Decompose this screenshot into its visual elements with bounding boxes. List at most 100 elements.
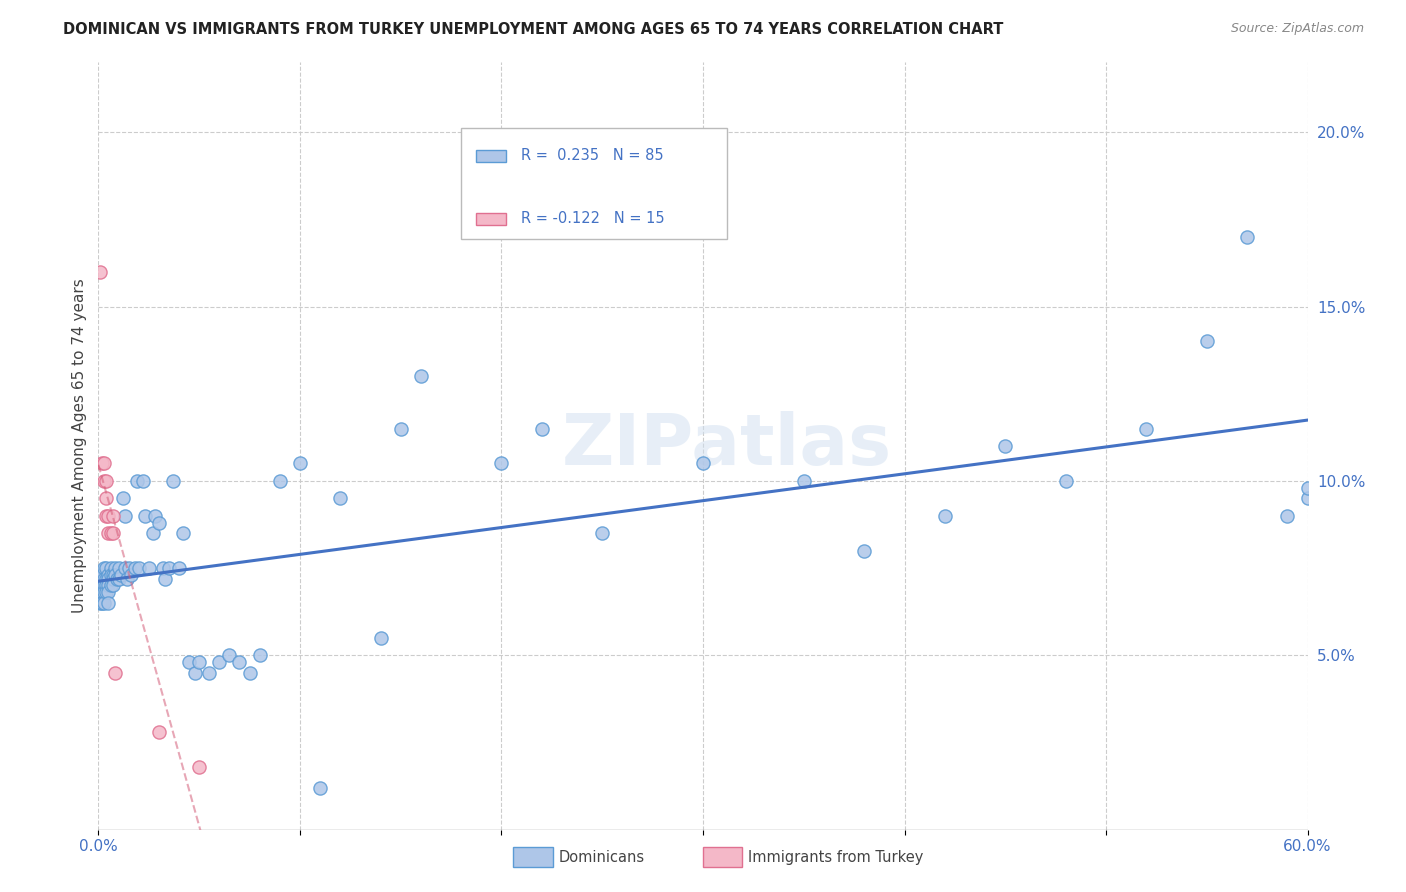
Point [218, 648, 240, 663]
Point [107, 572, 129, 586]
Point [228, 655, 250, 669]
Point [97, 585, 120, 599]
Point [188, 760, 211, 774]
Text: R =  0.235   N = 85: R = 0.235 N = 85 [520, 148, 664, 163]
Point [188, 655, 211, 669]
Point [157, 561, 180, 575]
Point [101, 578, 124, 592]
Text: R = -0.122   N = 15: R = -0.122 N = 15 [520, 211, 664, 227]
Point [118, 561, 141, 575]
Point [101, 526, 124, 541]
Point [97, 572, 120, 586]
Point [101, 508, 124, 523]
Point [114, 561, 136, 575]
Point [172, 526, 194, 541]
Point [1135, 421, 1157, 435]
FancyBboxPatch shape [475, 212, 506, 225]
Point [153, 572, 176, 586]
Point [309, 780, 332, 795]
Point [115, 572, 138, 586]
Point [692, 457, 714, 471]
Point [148, 516, 170, 530]
Point [100, 561, 122, 575]
Point [208, 655, 231, 669]
Point [1054, 474, 1077, 488]
Point [142, 526, 165, 541]
Point [103, 665, 125, 680]
Point [103, 561, 125, 575]
Point [853, 543, 876, 558]
Point [132, 474, 155, 488]
Point [152, 561, 174, 575]
Point [100, 568, 122, 582]
Point [491, 457, 513, 471]
Point [793, 474, 815, 488]
Point [100, 578, 122, 592]
Point [530, 421, 553, 435]
Point [370, 631, 392, 645]
Point [591, 526, 613, 541]
Point [124, 561, 146, 575]
Point [91, 578, 114, 592]
Point [103, 568, 125, 582]
Text: Source: ZipAtlas.com: Source: ZipAtlas.com [1230, 22, 1364, 36]
Point [114, 508, 136, 523]
Point [97, 508, 120, 523]
Point [138, 561, 160, 575]
Point [1296, 491, 1319, 506]
Point [91, 596, 114, 610]
Point [93, 561, 115, 575]
Point [93, 572, 115, 586]
Point [288, 457, 311, 471]
Point [100, 526, 122, 541]
Point [93, 457, 115, 471]
Point [96, 585, 118, 599]
Point [994, 439, 1017, 453]
Text: Immigrants from Turkey: Immigrants from Turkey [748, 850, 924, 864]
Y-axis label: Unemployment Among Ages 65 to 74 years: Unemployment Among Ages 65 to 74 years [72, 278, 87, 614]
Point [105, 572, 128, 586]
Point [101, 568, 124, 582]
Point [93, 578, 115, 592]
Point [167, 561, 190, 575]
Point [162, 474, 184, 488]
Point [934, 508, 956, 523]
FancyBboxPatch shape [475, 150, 506, 162]
Point [1236, 229, 1258, 244]
Point [120, 568, 142, 582]
Point [1296, 481, 1319, 495]
Point [96, 578, 118, 592]
Point [179, 655, 201, 669]
Text: DOMINICAN VS IMMIGRANTS FROM TURKEY UNEMPLOYMENT AMONG AGES 65 TO 74 YEARS CORRE: DOMINICAN VS IMMIGRANTS FROM TURKEY UNEM… [63, 22, 1004, 37]
Point [1195, 334, 1218, 349]
Point [96, 491, 118, 506]
Point [148, 725, 170, 739]
Point [93, 585, 115, 599]
Point [110, 568, 132, 582]
Point [125, 474, 148, 488]
Point [96, 474, 118, 488]
Point [128, 561, 150, 575]
Point [93, 596, 115, 610]
Point [389, 421, 412, 435]
Point [89, 585, 111, 599]
Point [89, 265, 111, 279]
Point [198, 665, 221, 680]
Point [91, 568, 114, 582]
Text: ZIPatlas: ZIPatlas [562, 411, 893, 481]
Point [89, 596, 111, 610]
Point [249, 648, 271, 663]
Point [91, 457, 114, 471]
Point [143, 508, 166, 523]
Point [329, 491, 352, 506]
Point [101, 572, 124, 586]
Point [409, 369, 432, 384]
Point [107, 561, 129, 575]
Point [97, 578, 120, 592]
Point [134, 508, 156, 523]
Point [96, 561, 118, 575]
Point [111, 491, 134, 506]
Text: Dominicans: Dominicans [558, 850, 644, 864]
Point [239, 665, 262, 680]
Point [93, 474, 115, 488]
